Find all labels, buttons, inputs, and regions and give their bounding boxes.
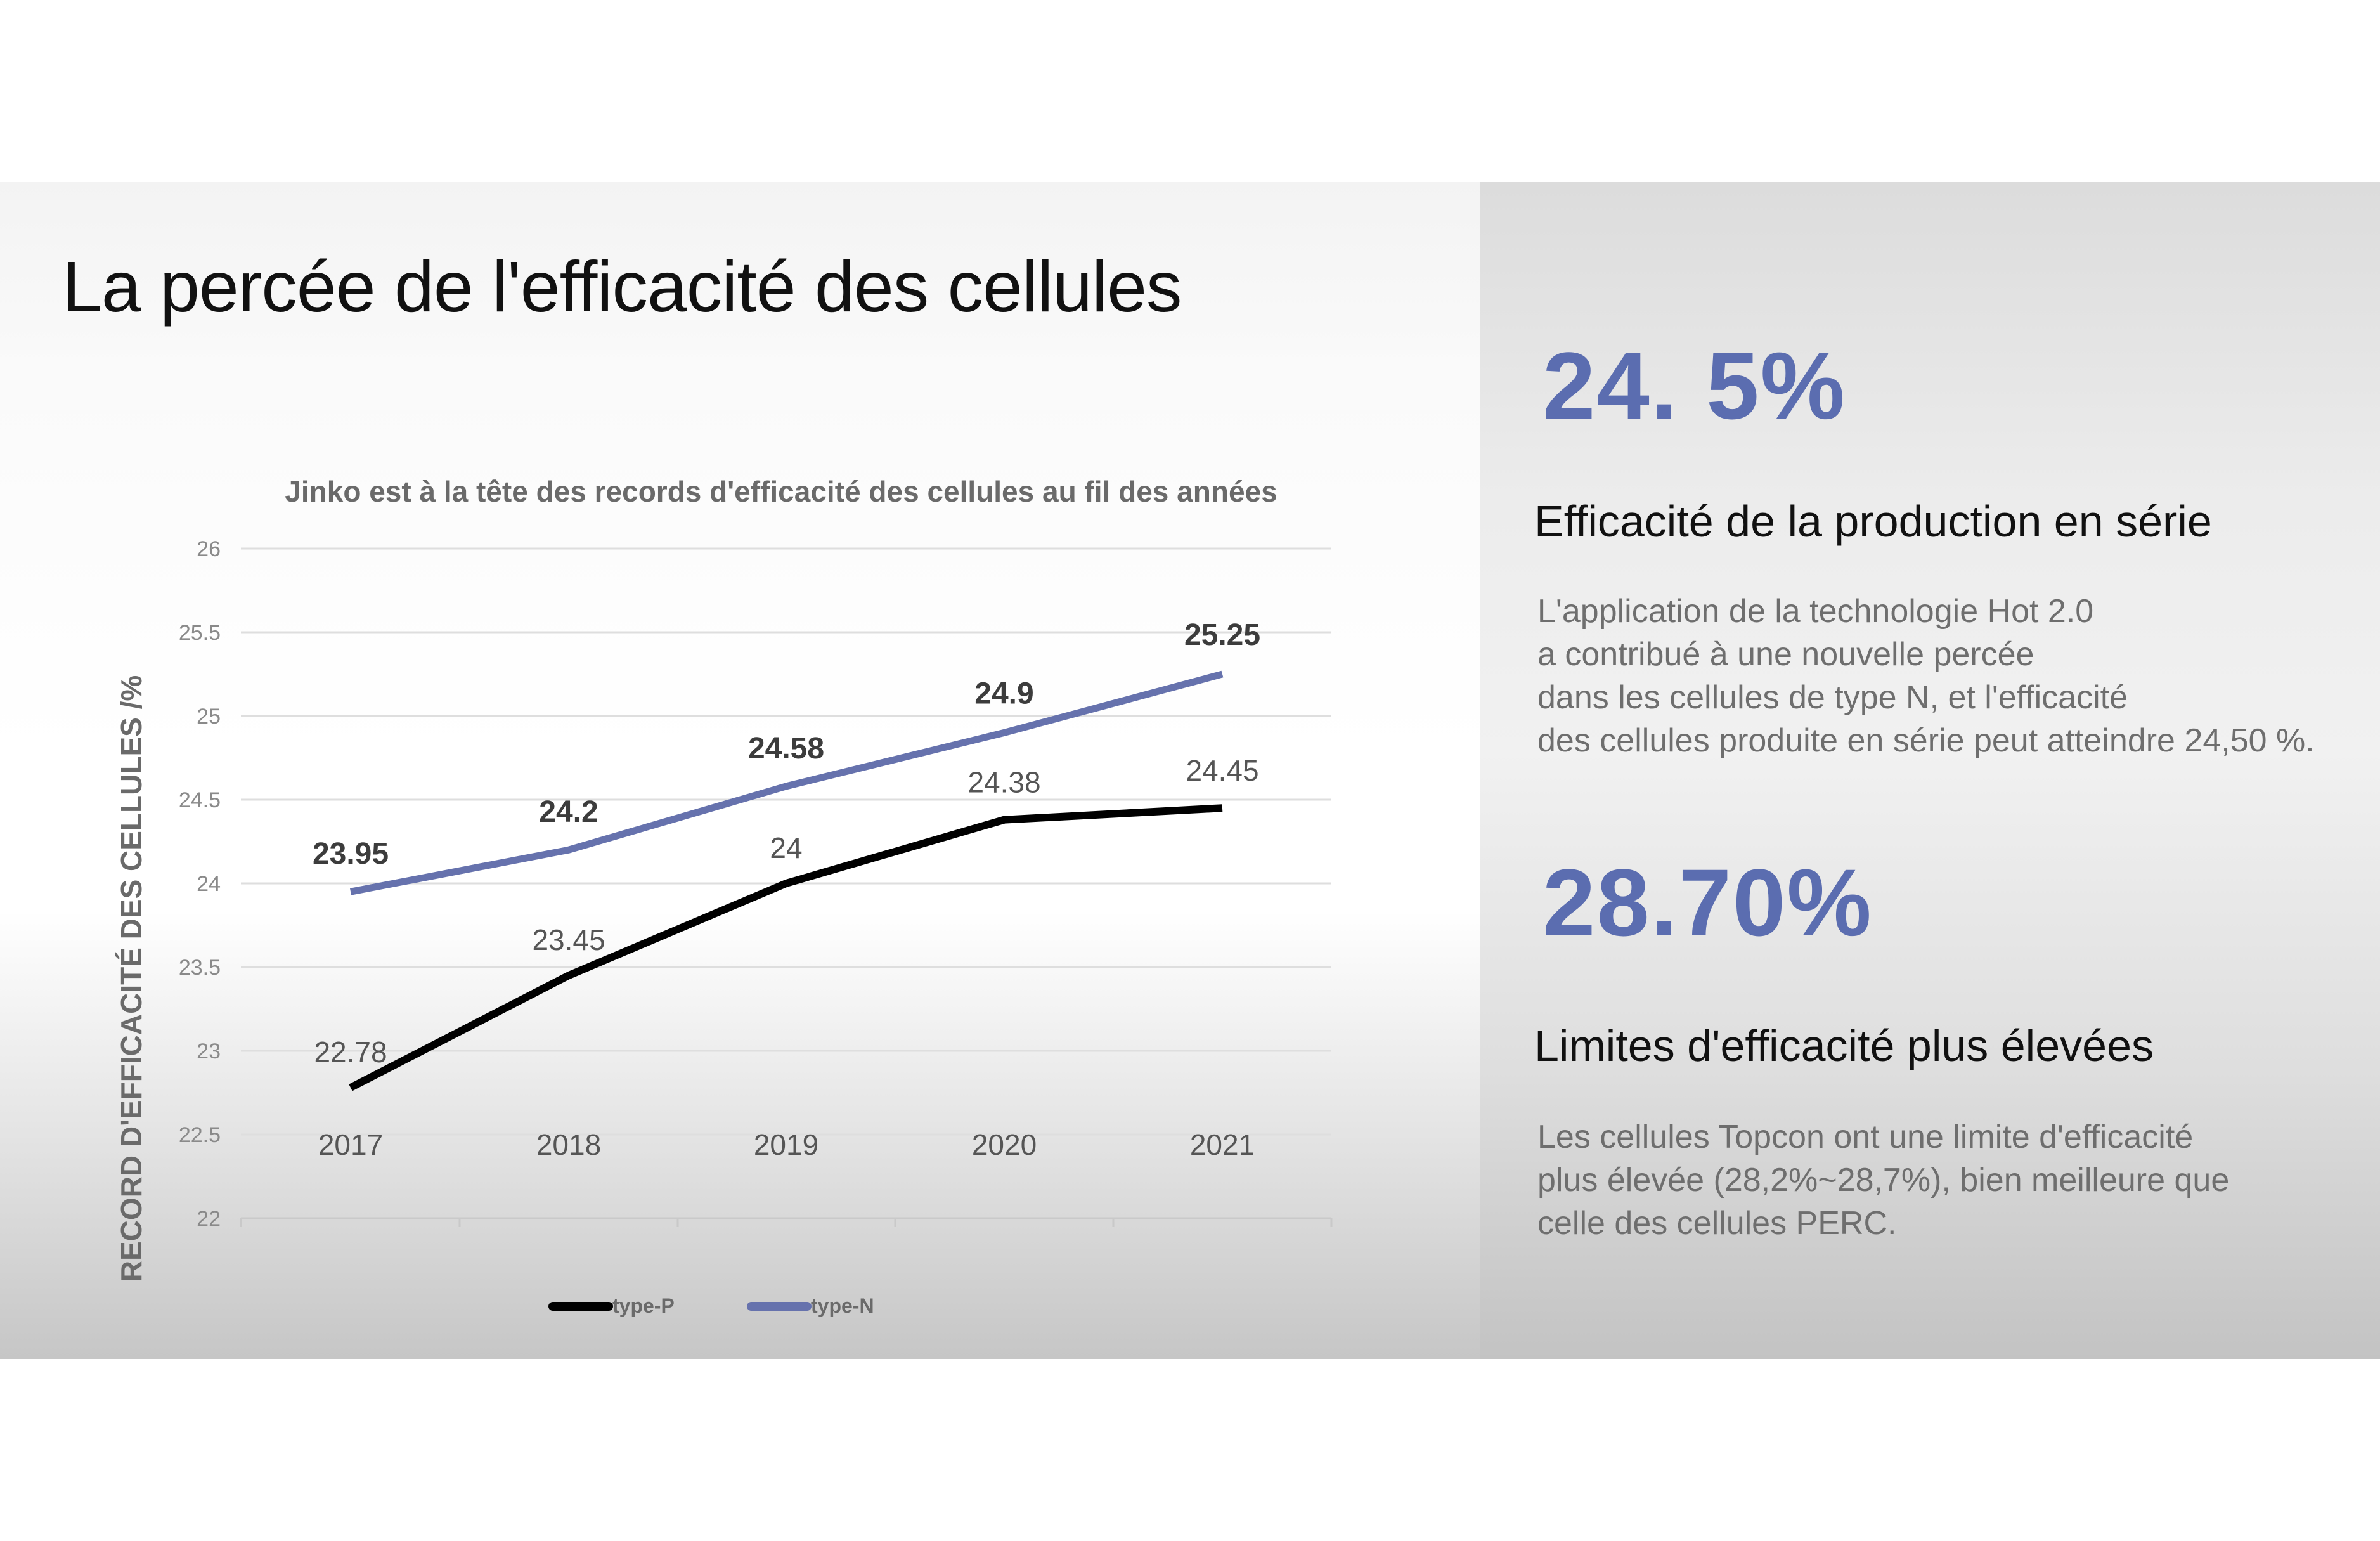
x-tick-label: 2018 [536,1128,601,1161]
series-line-type-P [349,804,1223,1091]
data-label-type-N: 24.9 [974,677,1033,710]
data-label-type-P: 23.45 [532,923,605,956]
page-title: La percée de l'efficacité des cellules [62,247,1182,327]
legend-label-type-P: type-P [612,1294,675,1317]
stat-body-line: a contribué à une nouvelle percée [1537,636,2034,673]
data-label-type-N: 25.25 [1184,618,1260,652]
y-tick-label: 22 [197,1207,221,1231]
stat-body-line: dans les cellules de type N, et l'effica… [1537,679,2128,716]
data-label-type-N: 23.95 [313,837,389,871]
stat-body-line: plus élevée (28,2%~28,7%), bien meilleur… [1537,1162,2230,1199]
data-label-type-P: 24 [770,831,802,864]
data-label-type-P: 24.45 [1186,754,1258,787]
data-label-type-P: 24.38 [967,766,1040,799]
stat-body-limit: Les cellules Topcon ont une limite d'eff… [1537,1115,2229,1245]
y-axis-label: RECORD D'EFFICACITÉ DES CELLULES /% [115,675,148,1282]
data-label-type-P: 22.78 [314,1036,387,1069]
efficiency-line-chart: Jinko est à la tête des records d'effica… [115,475,1333,1317]
stat-value-production: 24. 5% [1542,332,1846,439]
y-tick-label: 24 [197,872,221,896]
slide: La percée de l'efficacité des cellules J… [0,182,2380,1359]
y-tick-label: 23 [197,1039,221,1063]
x-tick-label: 2017 [318,1128,383,1161]
data-label-type-N: 24.2 [539,795,598,829]
stat-heading-production: Efficacité de la production en série [1534,497,2212,546]
stats-panel: 24. 5% Efficacité de la production en sé… [1480,182,2380,1359]
chart-title: Jinko est à la tête des records d'effica… [285,475,1277,508]
x-tick-label: 2020 [972,1128,1037,1161]
stat-value-limit: 28.70% [1542,849,1873,956]
y-tick-label: 24.5 [179,788,221,812]
data-label-type-N: 24.58 [748,732,824,765]
chart-panel: La percée de l'efficacité des cellules J… [0,182,1480,1359]
series-line-type-N [349,670,1224,895]
x-tick-label: 2021 [1190,1128,1255,1161]
y-tick-label: 26 [197,537,221,561]
stat-body-line: celle des cellules PERC. [1537,1205,1897,1242]
legend-label-type-N: type-N [811,1294,874,1317]
y-tick-label: 22.5 [179,1123,221,1147]
y-tick-label: 23.5 [179,956,221,980]
stat-body-production: L'application de la technologie Hot 2.0 … [1537,590,2315,762]
x-tick-label: 2019 [754,1128,818,1161]
stat-body-line: des cellules produite en série peut atte… [1537,722,2315,759]
y-tick-label: 25.5 [179,621,221,645]
y-tick-label: 25 [197,705,221,729]
stat-heading-limit: Limites d'efficacité plus élevées [1534,1021,2154,1070]
stat-body-line: Les cellules Topcon ont une limite d'eff… [1537,1119,2194,1155]
stat-body-line: L'application de la technologie Hot 2.0 [1537,593,2094,630]
